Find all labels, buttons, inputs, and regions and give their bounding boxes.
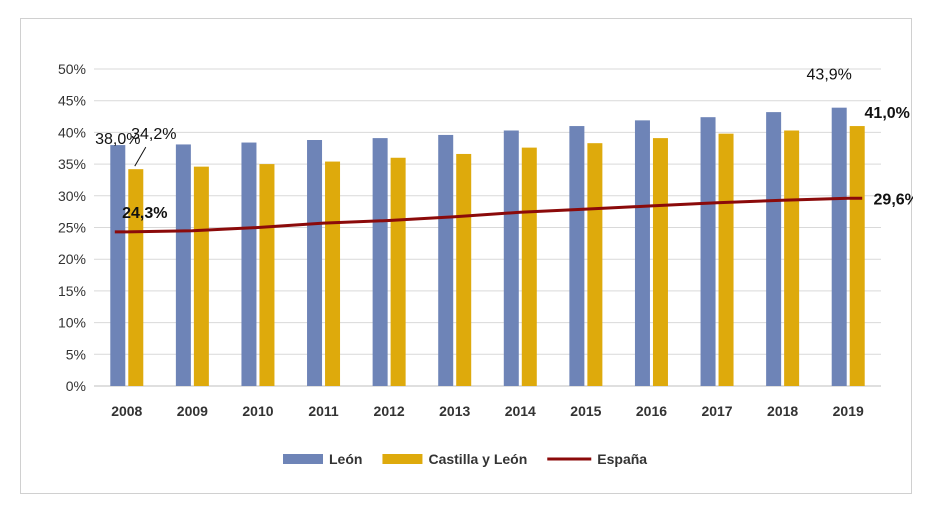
gridlines bbox=[94, 68, 881, 387]
bar-castilla-y-le-n-2009 bbox=[193, 166, 209, 386]
bar-le-n-2011 bbox=[307, 140, 323, 386]
x-tick-label: 2010 bbox=[242, 403, 273, 419]
x-tick-label: 2013 bbox=[439, 403, 470, 419]
y-tick-label: 25% bbox=[58, 220, 86, 236]
x-tick-label: 2016 bbox=[636, 403, 667, 419]
y-tick-label: 45% bbox=[58, 93, 86, 109]
legend-swatch-castilla-y-le-n bbox=[382, 454, 423, 464]
bar-castilla-y-le-n-2013 bbox=[456, 153, 472, 386]
bar-castilla-y-le-n-2010 bbox=[259, 164, 275, 386]
bar-castilla-y-le-n-2012 bbox=[390, 157, 406, 386]
bar-le-n-2012 bbox=[372, 138, 388, 386]
legend-label-le-n: León bbox=[329, 451, 362, 467]
y-tick-label: 10% bbox=[58, 315, 86, 331]
bar-castilla-y-le-n-2015 bbox=[587, 143, 603, 386]
legend-swatch-le-n bbox=[283, 454, 323, 464]
bar-le-n-2014 bbox=[503, 130, 519, 386]
y-tick-label: 5% bbox=[66, 346, 86, 362]
bar-castilla-y-le-n-2019 bbox=[849, 126, 865, 386]
x-tick-label: 2009 bbox=[177, 403, 208, 419]
bar-castilla-y-le-n-2016 bbox=[652, 138, 668, 386]
y-tick-label: 30% bbox=[58, 188, 86, 204]
y-tick-label: 0% bbox=[66, 378, 86, 394]
y-tick-label: 35% bbox=[58, 156, 86, 172]
leader-line bbox=[134, 146, 147, 167]
y-tick-label: 15% bbox=[58, 283, 86, 299]
data-label: 29,6% bbox=[874, 191, 913, 208]
bar-le-n-2018 bbox=[766, 112, 782, 386]
y-tick-label: 20% bbox=[58, 251, 86, 267]
line-espa-a bbox=[114, 196, 863, 234]
data-label: 34,2% bbox=[131, 126, 176, 143]
y-axis-ticks: 0% 5% 10% 15% 20% 25% 30% 35% 40% 45% 50% bbox=[58, 61, 86, 394]
bar-castilla-y-le-n-2011 bbox=[325, 161, 341, 386]
bar-le-n-2017 bbox=[700, 117, 716, 387]
x-tick-label: 2014 bbox=[505, 403, 536, 419]
legend: León Castilla y León España bbox=[283, 451, 647, 467]
bar-castilla-y-le-n-2008 bbox=[128, 169, 144, 386]
chart: 0% 5% 10% 15% 20% 25% 30% 35% 40% 45% 50% 2008 2009… bbox=[58, 61, 913, 467]
x-tick-label: 2019 bbox=[833, 403, 864, 419]
bar-castilla-y-le-n-2018 bbox=[784, 130, 800, 386]
x-tick-label: 2018 bbox=[767, 403, 798, 419]
bar-le-n-2015 bbox=[569, 126, 585, 386]
bar-le-n-2009 bbox=[175, 144, 191, 386]
data-label: 43,9% bbox=[807, 67, 852, 84]
data-labels: 38,0%34,2% 24,3% 43,9% 41,0% 29,6% bbox=[95, 67, 913, 222]
data-label: 24,3% bbox=[122, 205, 167, 222]
x-axis-ticks: 2008 2009 2010 2011 2012 2013 2014 2015 2016 2017… bbox=[111, 403, 864, 419]
data-label: 38,0% bbox=[95, 131, 140, 148]
chart-frame: 0% 5% 10% 15% 20% 25% 30% 35% 40% 45% 50% 2008 2009… bbox=[20, 18, 913, 494]
bar-le-n-2010 bbox=[241, 142, 257, 386]
bar-le-n-2008 bbox=[110, 145, 126, 386]
x-tick-label: 2008 bbox=[111, 403, 142, 419]
bar-le-n-2016 bbox=[634, 120, 650, 386]
bars bbox=[110, 107, 865, 387]
x-tick-label: 2011 bbox=[308, 403, 339, 419]
bar-le-n-2013 bbox=[438, 134, 454, 386]
espana-line-group bbox=[114, 196, 863, 234]
y-tick-label: 50% bbox=[58, 61, 86, 77]
x-tick-label: 2017 bbox=[701, 403, 732, 419]
bar-le-n-2019 bbox=[831, 107, 847, 386]
legend-label-espa-a: España bbox=[597, 451, 647, 467]
y-tick-label: 40% bbox=[58, 124, 86, 140]
x-tick-label: 2015 bbox=[570, 403, 601, 419]
bar-castilla-y-le-n-2014 bbox=[521, 147, 537, 386]
legend-label-castilla-y-le-n: Castilla y León bbox=[428, 451, 527, 467]
bar-castilla-y-le-n-2017 bbox=[718, 133, 734, 386]
x-tick-label: 2012 bbox=[374, 403, 405, 419]
data-label: 41,0% bbox=[865, 105, 910, 122]
